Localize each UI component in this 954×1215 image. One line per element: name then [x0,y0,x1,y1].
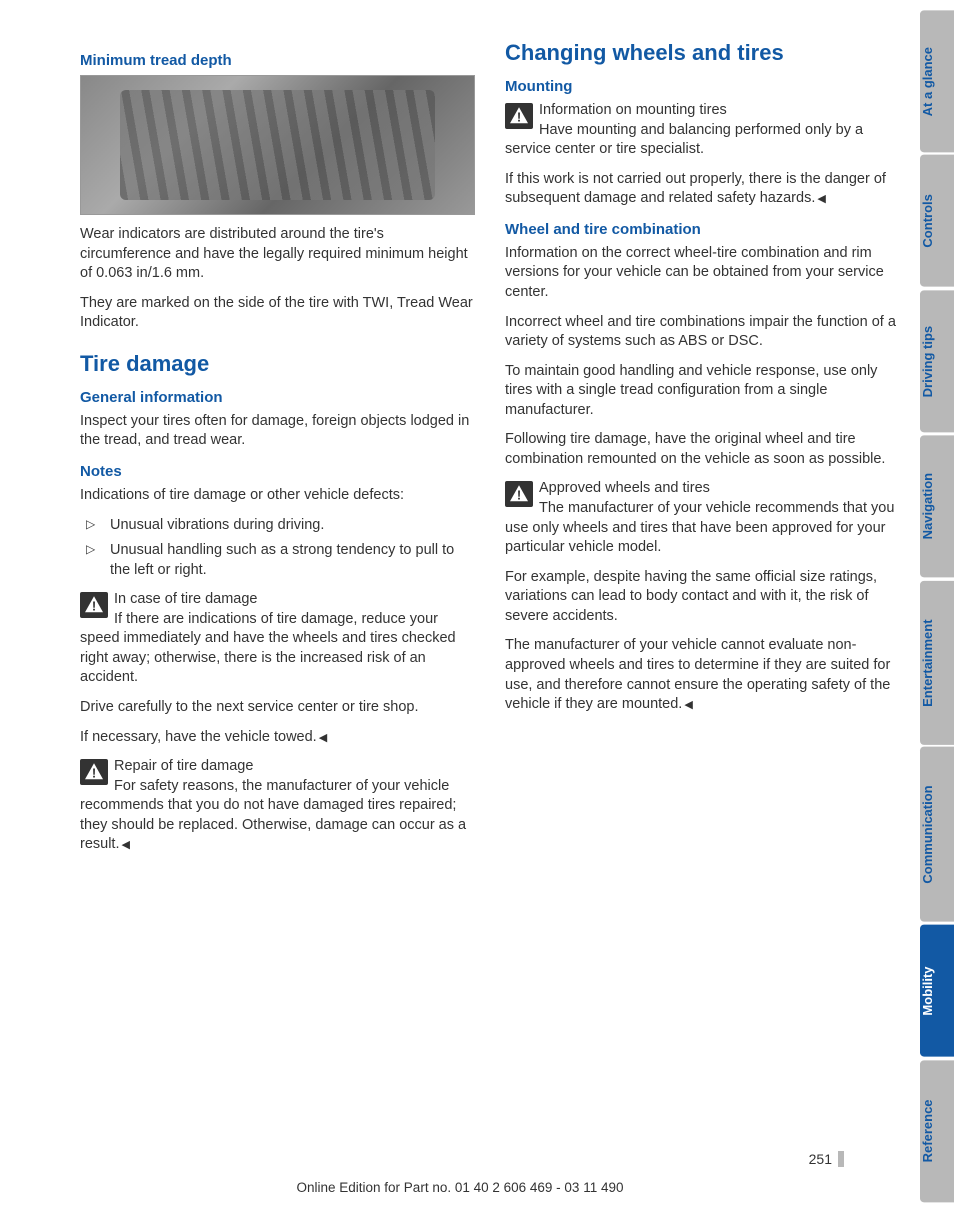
warning-body: If necessary, have the vehicle towed. [80,728,475,748]
warning-title: Repair of tire damage [80,757,475,777]
list-item: Unusual vibrations during driving. [84,516,475,536]
warning-body: The manufacturer of your vehicle cannot … [505,636,900,714]
warning-body: Drive carefully to the next service cent… [80,698,475,718]
tire-tread-image [80,75,475,215]
paragraph: Indications of tire damage or other vehi… [80,486,475,506]
tab-mobility[interactable]: Mobility [920,925,954,1057]
heading-wheel-tire-combo: Wheel and tire combination [505,221,900,238]
paragraph: To maintain good handling and vehicle re… [505,362,900,421]
heading-general-info: General information [80,389,475,406]
page-number: 251 [809,1151,844,1167]
warning-body: Have mounting and balancing performed on… [505,121,900,160]
warning-icon [505,481,533,507]
warning-title: Information on mounting tires [505,101,900,121]
right-column: Changing wheels and tires Mounting Infor… [505,40,900,1195]
warning-title: Approved wheels and tires [505,479,900,499]
paragraph: Wear indicators are distributed around t… [80,225,475,284]
tab-entertainment[interactable]: Entertainment [920,581,954,745]
footer-line: Online Edition for Part no. 01 40 2 606 … [0,1180,920,1195]
warning-icon [505,103,533,129]
heading-changing-wheels: Changing wheels and tires [505,40,900,66]
warning-body: If this work is not carried out properly… [505,170,900,209]
warning-icon [80,759,108,785]
warning-mounting: Information on mounting tires Have mount… [505,101,900,209]
tab-navigation[interactable]: Navigation [920,435,954,577]
heading-tire-damage: Tire damage [80,351,475,377]
warning-body: If there are indications of tire damage,… [80,610,475,688]
warning-tire-damage: In case of tire damage If there are indi… [80,590,475,747]
paragraph: Inspect your tires often for damage, for… [80,412,475,451]
heading-notes: Notes [80,463,475,480]
warning-icon [80,592,108,618]
warning-repair: Repair of tire damage For safety reasons… [80,757,475,855]
side-tabs: At a glance Controls Driving tips Naviga… [920,0,954,1215]
warning-body: The manufacturer of your vehicle recomme… [505,499,900,558]
paragraph: Incorrect wheel and tire combinations im… [505,313,900,352]
warning-body: For example, despite having the same off… [505,568,900,627]
list-item: Unusual handling such as a strong tenden… [84,541,475,580]
warning-approved: Approved wheels and tires The manufactur… [505,479,900,714]
page: Minimum tread depth Wear indicators are … [0,0,954,1215]
tab-reference[interactable]: Reference [920,1060,954,1202]
tab-driving-tips[interactable]: Driving tips [920,290,954,432]
left-column: Minimum tread depth Wear indicators are … [80,40,475,1195]
content-area: Minimum tread depth Wear indicators are … [0,0,920,1215]
defect-list: Unusual vibrations during driving. Unusu… [80,516,475,581]
tab-at-a-glance[interactable]: At a glance [920,10,954,152]
heading-mounting: Mounting [505,78,900,95]
warning-body: For safety reasons, the manufacturer of … [80,777,475,855]
paragraph: Information on the correct wheel-tire co… [505,244,900,303]
tab-controls[interactable]: Controls [920,155,954,287]
heading-min-tread: Minimum tread depth [80,52,475,69]
warning-title: In case of tire damage [80,590,475,610]
paragraph: Following tire damage, have the original… [505,430,900,469]
paragraph: They are marked on the side of the tire … [80,294,475,333]
page-number-text: 251 [809,1151,832,1167]
page-number-bar [838,1151,844,1167]
tab-communication[interactable]: Communication [920,747,954,922]
